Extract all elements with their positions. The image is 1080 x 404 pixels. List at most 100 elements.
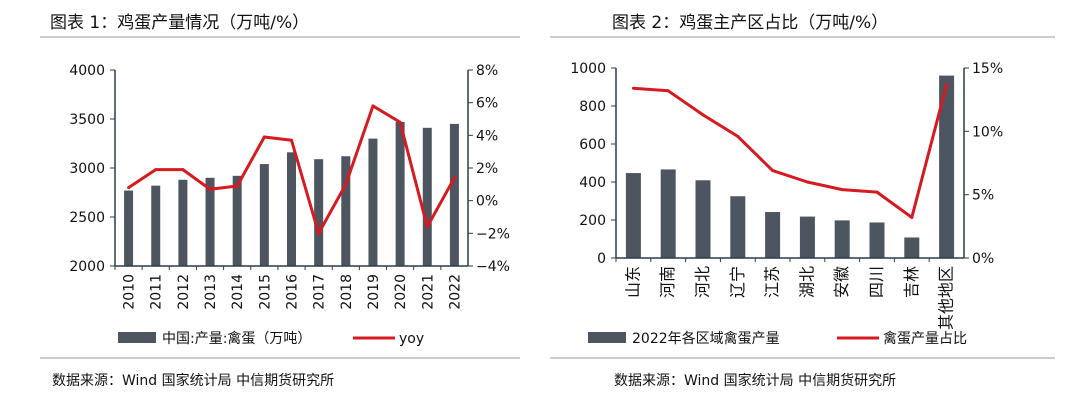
x-category-label: 2017 <box>312 274 328 310</box>
chart-title: 图表 1：鸡蛋产量情况（万吨/%） <box>50 13 310 33</box>
line-point <box>701 113 705 117</box>
x-category-label: 河北 <box>693 266 712 298</box>
bar <box>151 185 161 266</box>
right-tick-label: 0% <box>476 194 498 210</box>
line-point <box>290 138 293 142</box>
bar <box>765 212 781 258</box>
bar <box>259 164 269 266</box>
data-source: 数据来源：Wind 国家统计局 中信期货研究所 <box>52 373 335 389</box>
left-tick-label: 600 <box>579 137 606 153</box>
x-category-label: 四川 <box>867 266 886 298</box>
legend-bar-label: 2022年各区域禽蛋产量 <box>632 330 780 347</box>
right-tick-label: 15% <box>972 61 1003 77</box>
line-point <box>235 184 239 188</box>
x-category-label: 山东 <box>623 266 642 298</box>
chart-panel-1: 图表 1：鸡蛋产量情况（万吨/%） 2000 2500 3000 3500 4000 −4… <box>40 13 520 389</box>
line-point <box>398 120 402 124</box>
x-category-label: 湖北 <box>797 266 816 298</box>
right-tick-label: 5% <box>972 188 994 204</box>
x-category-label: 2016 <box>285 274 301 310</box>
bar <box>124 190 134 266</box>
line-point <box>208 187 212 191</box>
right-tick-label: 10% <box>972 124 1003 140</box>
data-source: 数据来源：Wind 国家统计局 中信期货研究所 <box>614 373 897 389</box>
right-tick-label: 6% <box>476 96 498 112</box>
legend-bar-label: 中国:产量:禽蛋（万吨） <box>162 330 311 347</box>
line-point <box>631 86 635 90</box>
bar <box>368 138 378 266</box>
right-tick-label: 2% <box>476 161 498 177</box>
x-category-label: 2019 <box>366 274 382 310</box>
x-category-label: 2020 <box>393 274 409 310</box>
bar <box>287 152 296 266</box>
x-category-label: 2015 <box>257 274 273 310</box>
line-point <box>666 89 670 93</box>
left-tick-label: 1000 <box>570 61 606 77</box>
left-tick-label: 800 <box>579 99 606 115</box>
right-tick-label: −2% <box>476 226 510 242</box>
line-point <box>262 135 266 139</box>
line-series <box>633 84 949 219</box>
left-tick-label: 3000 <box>69 161 105 177</box>
line-point <box>371 104 375 108</box>
line-point <box>945 82 949 86</box>
bar <box>422 127 432 266</box>
line-point <box>910 215 914 219</box>
line-point <box>344 182 348 186</box>
line-point <box>771 169 775 173</box>
line-point <box>317 231 321 235</box>
x-category-label: 安徽 <box>832 266 851 298</box>
legend-line-label: yoy <box>399 331 424 347</box>
bar <box>799 216 815 258</box>
x-category-label: 2022 <box>447 274 463 310</box>
line-point <box>840 188 844 192</box>
x-category-label: 江苏 <box>763 266 782 298</box>
bar <box>205 177 215 266</box>
x-category-label: 2021 <box>420 274 436 310</box>
x-category-label: 辽宁 <box>728 266 747 298</box>
left-tick-label: 400 <box>579 175 606 191</box>
bar <box>178 179 188 266</box>
bar <box>869 222 885 258</box>
right-tick-label: 8% <box>476 63 498 79</box>
bar <box>341 156 351 266</box>
left-tick-label: 200 <box>579 213 606 229</box>
right-tick-label: −4% <box>476 259 510 275</box>
line-point <box>805 180 809 184</box>
left-tick-label: 0 <box>597 251 606 267</box>
bar <box>939 75 955 258</box>
line-point <box>452 176 456 180</box>
left-tick-label: 2500 <box>69 210 105 226</box>
right-tick-label: 0% <box>972 251 994 267</box>
legend-bar-swatch <box>588 332 626 343</box>
bar <box>232 175 242 266</box>
bar <box>449 123 459 267</box>
line-point <box>425 225 429 229</box>
right-tick-label: 4% <box>476 128 498 144</box>
x-category-label: 2010 <box>122 274 138 310</box>
x-category-label: 2013 <box>203 274 219 310</box>
x-category-label: 其他地区 <box>937 266 956 330</box>
left-tick-label: 4000 <box>69 63 105 79</box>
bar <box>695 180 711 258</box>
bar <box>904 237 920 258</box>
bar <box>314 159 324 266</box>
line-point <box>127 186 131 190</box>
x-category-label: 2012 <box>176 274 192 310</box>
line-point <box>875 190 879 194</box>
production-chart: 2000 2500 3000 3500 4000 −4% −2% 0% 2% 4% 6% 8% 2010… <box>40 36 520 359</box>
bar <box>625 173 641 258</box>
x-category-label: 2018 <box>339 274 355 310</box>
x-category-label: 2014 <box>230 274 246 310</box>
bar <box>395 121 405 266</box>
line-point <box>736 134 740 138</box>
x-category-label: 吉林 <box>902 266 921 298</box>
x-category-label: 2011 <box>149 274 165 310</box>
line-point <box>154 168 158 172</box>
region-share-chart: 0 200 400 600 800 1000 0% 5% 10% 15% 山东 河南 河北 辽宁 江苏 湖北安… <box>550 36 1055 359</box>
legend-bar-swatch <box>118 332 156 343</box>
bar <box>730 196 746 258</box>
x-category-label: 河南 <box>658 266 677 298</box>
chart-title: 图表 2：鸡蛋主产区占比（万吨/%） <box>612 13 889 33</box>
left-tick-label: 3500 <box>69 112 105 128</box>
